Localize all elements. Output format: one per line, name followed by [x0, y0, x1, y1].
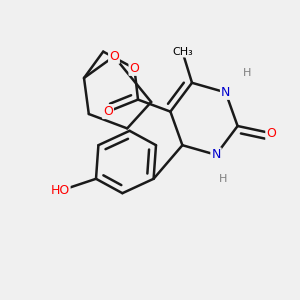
Text: N: N	[221, 86, 230, 99]
Text: HO: HO	[50, 184, 70, 197]
Text: O: O	[266, 127, 276, 140]
Text: H: H	[243, 68, 251, 78]
Text: CH₃: CH₃	[172, 46, 193, 57]
Text: O: O	[103, 105, 113, 118]
Text: O: O	[130, 62, 139, 75]
Text: H: H	[219, 174, 227, 184]
Text: O: O	[109, 50, 119, 63]
Text: N: N	[211, 148, 221, 161]
